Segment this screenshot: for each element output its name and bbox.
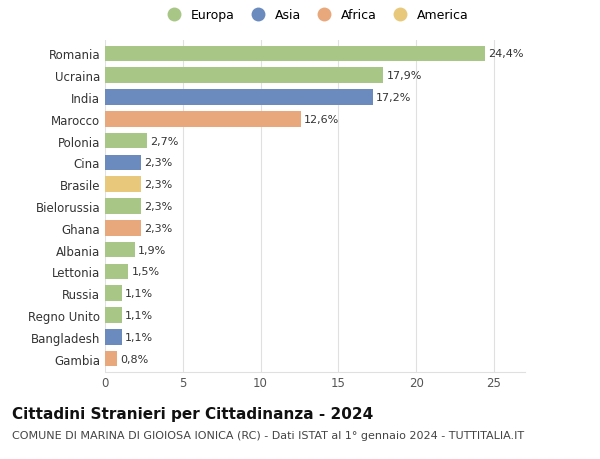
Text: 17,2%: 17,2% <box>376 93 411 103</box>
Text: 17,9%: 17,9% <box>386 71 422 81</box>
Bar <box>105 285 122 302</box>
Text: COMUNE DI MARINA DI GIOIOSA IONICA (RC) - Dati ISTAT al 1° gennaio 2024 - TUTTIT: COMUNE DI MARINA DI GIOIOSA IONICA (RC) … <box>12 431 524 441</box>
Bar <box>105 308 122 323</box>
Text: 2,3%: 2,3% <box>144 180 172 190</box>
Text: 2,3%: 2,3% <box>144 202 172 212</box>
Text: 1,1%: 1,1% <box>125 289 154 298</box>
Text: 2,7%: 2,7% <box>150 136 178 146</box>
Text: 2,3%: 2,3% <box>144 158 172 168</box>
Text: 0,8%: 0,8% <box>121 354 149 364</box>
Bar <box>105 90 373 106</box>
Bar <box>105 177 141 193</box>
Bar <box>105 220 141 236</box>
Text: 1,1%: 1,1% <box>125 310 154 320</box>
Bar <box>105 112 301 128</box>
Text: 24,4%: 24,4% <box>488 50 523 59</box>
Bar <box>105 68 383 84</box>
Text: 2,3%: 2,3% <box>144 223 172 233</box>
Bar <box>105 264 128 280</box>
Bar <box>105 199 141 214</box>
Text: 1,9%: 1,9% <box>137 245 166 255</box>
Bar <box>105 134 147 149</box>
Text: Cittadini Stranieri per Cittadinanza - 2024: Cittadini Stranieri per Cittadinanza - 2… <box>12 406 373 421</box>
Bar <box>105 155 141 171</box>
Text: 1,1%: 1,1% <box>125 332 154 342</box>
Text: 12,6%: 12,6% <box>304 115 340 124</box>
Bar <box>105 351 118 367</box>
Text: 1,5%: 1,5% <box>131 267 160 277</box>
Legend: Europa, Asia, Africa, America: Europa, Asia, Africa, America <box>161 9 469 22</box>
Bar <box>105 329 122 345</box>
Bar <box>105 242 134 258</box>
Bar <box>105 46 485 62</box>
